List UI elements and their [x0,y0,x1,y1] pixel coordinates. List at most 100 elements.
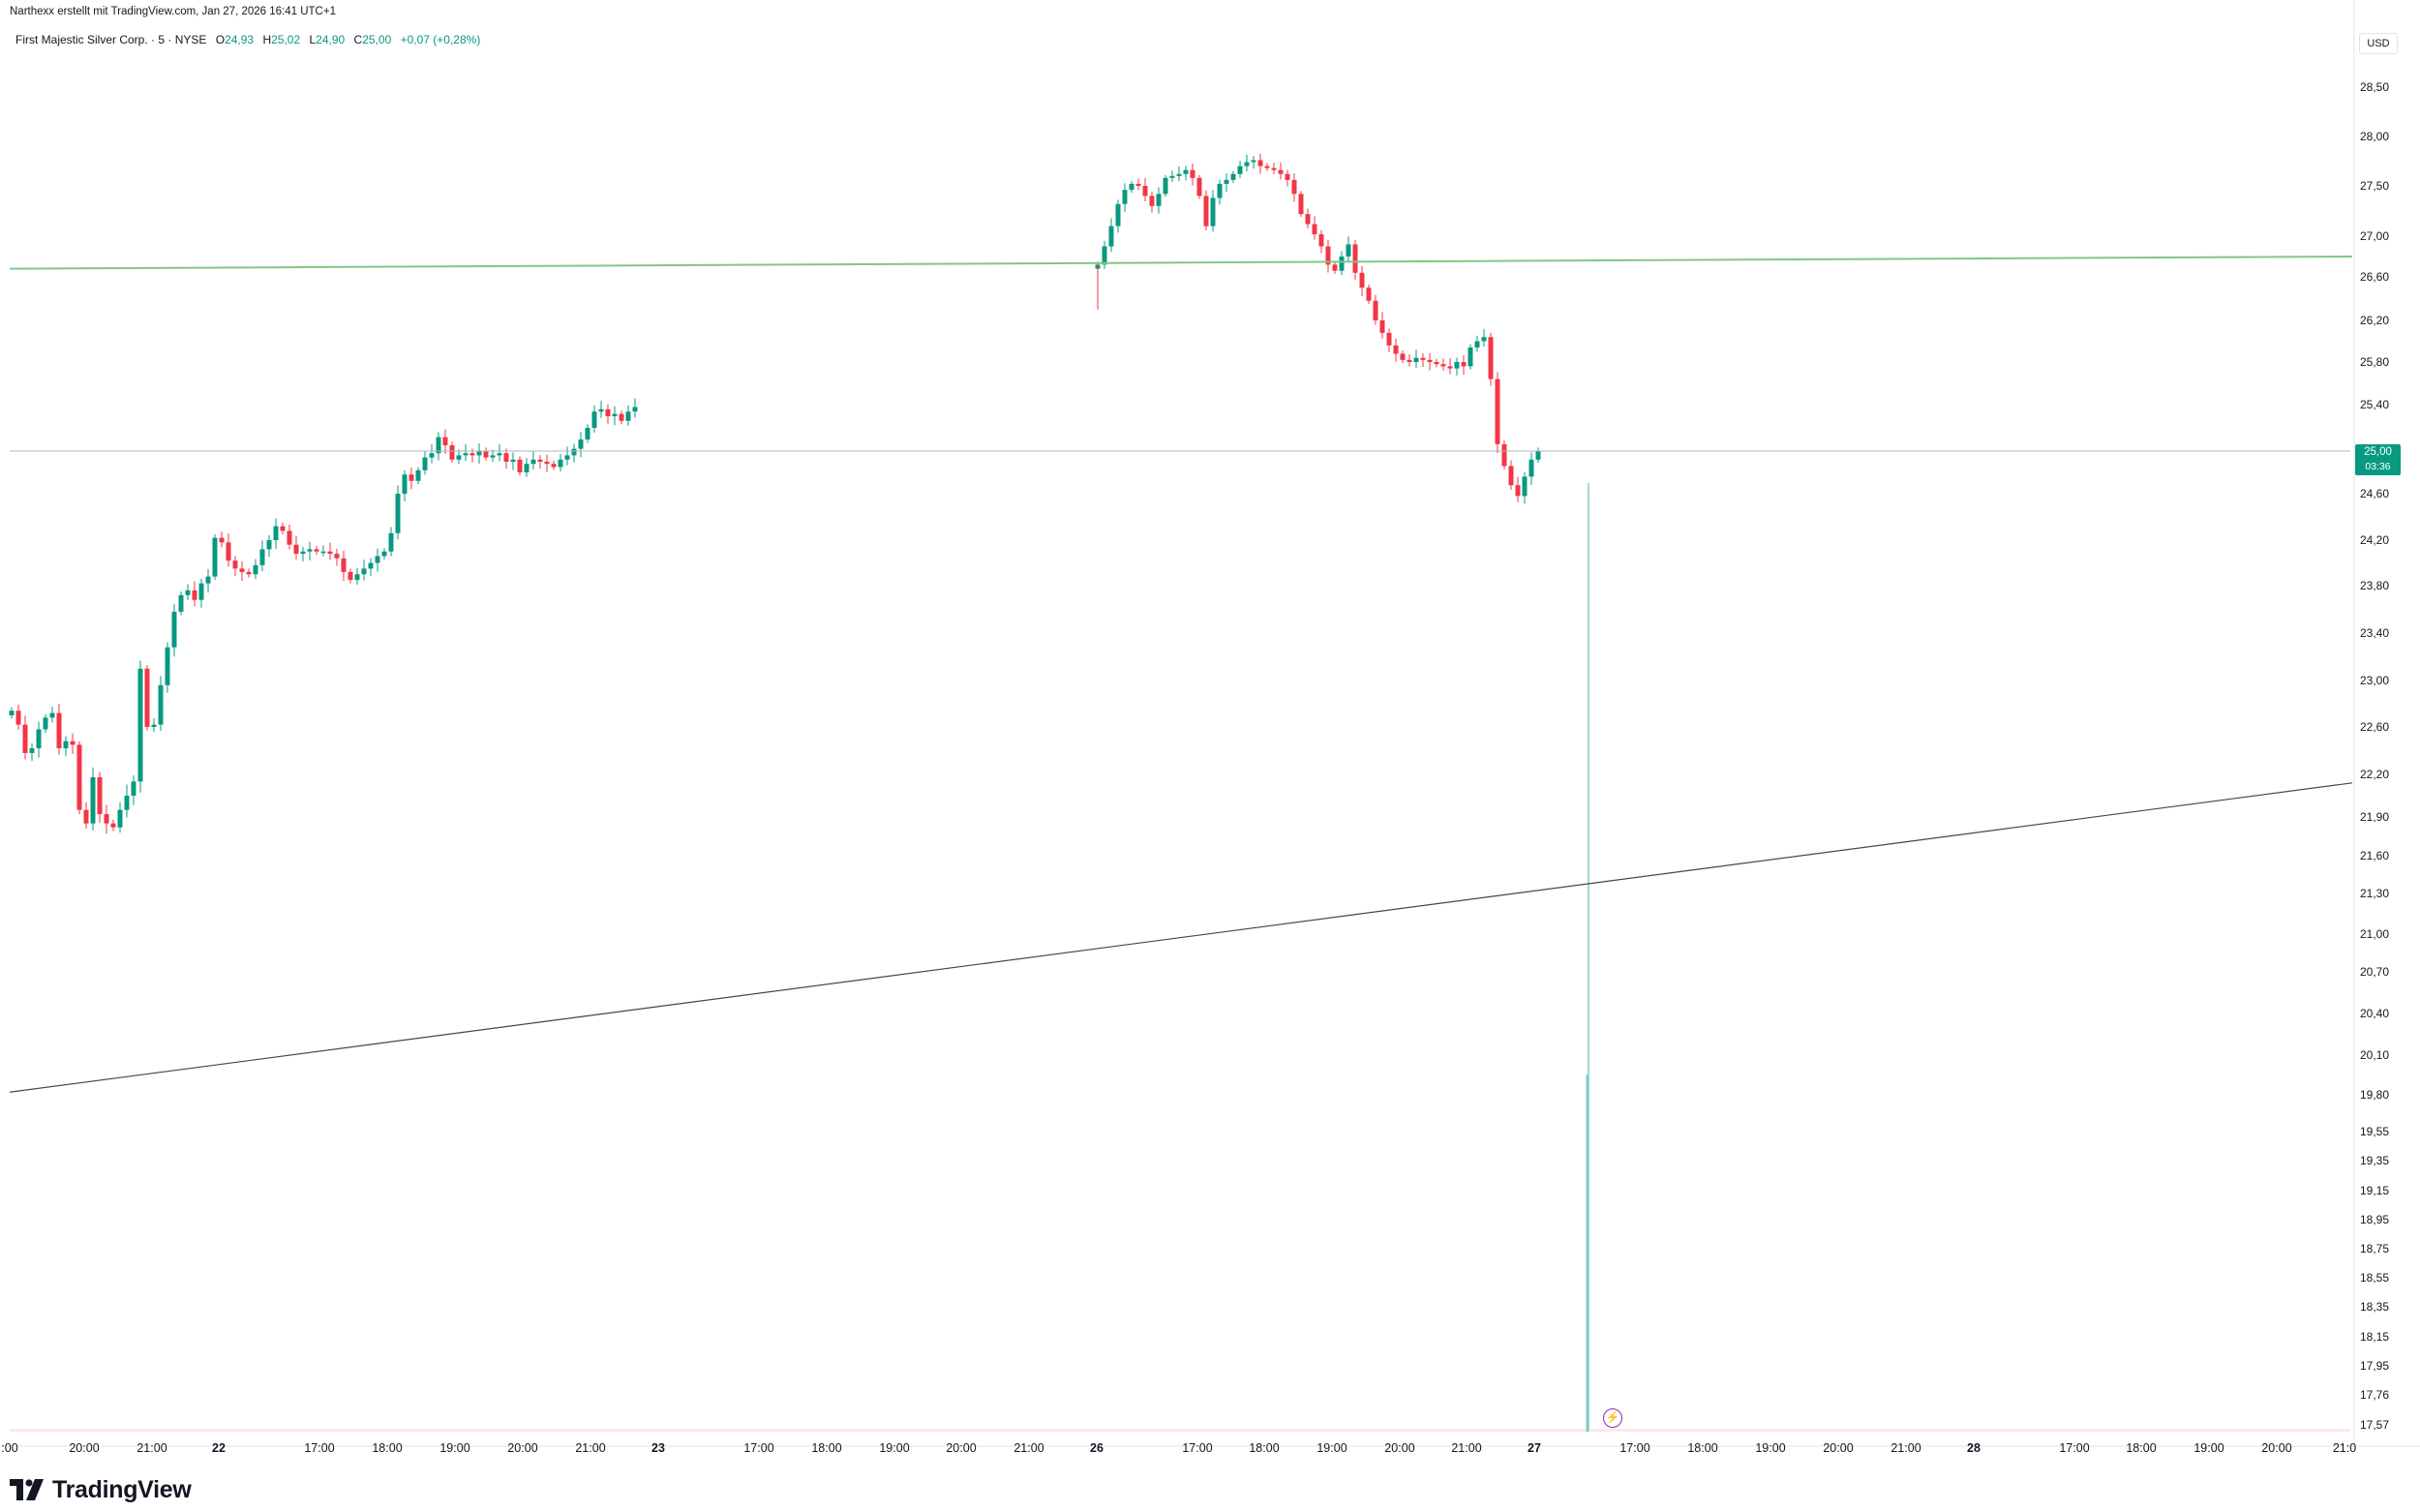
candle-body [1108,226,1114,247]
candle-body [395,494,401,533]
candle [1454,357,1460,376]
time-tick-label: 18:00 [2126,1441,2156,1455]
candle-body [226,542,231,561]
candle-body [9,711,15,715]
candle [205,568,211,593]
candle-body [137,668,143,782]
candle-body [368,562,374,569]
candle [625,405,631,426]
candle [192,581,197,607]
currency-selector[interactable]: USD [2359,33,2398,54]
candle-body [1285,173,1290,180]
candle-body [1447,366,1453,369]
time-tick-label: 21:00 [136,1441,166,1455]
candle-body [1454,362,1460,369]
candle [1332,261,1338,274]
candle [395,485,401,540]
ohlc-open-value: 24,93 [225,33,255,46]
candle-body [300,551,306,555]
price-tick-label: 24,60 [2360,487,2389,500]
candle [1264,163,1270,171]
price-tick-label: 27,50 [2360,179,2389,193]
candle [144,665,150,731]
candle-body [1386,332,1392,346]
candle [544,454,550,472]
candle [253,559,258,580]
price-tick-label: 18,75 [2360,1242,2389,1255]
candle-body [1495,378,1500,444]
candle [22,715,28,760]
candle-body [510,459,516,462]
time-tick-label: 20:00 [507,1441,537,1455]
ohlc-close-value: 25,00 [362,33,392,46]
price-tick-label: 20,10 [2360,1048,2389,1062]
price-tick-label: 18,15 [2360,1330,2389,1344]
candle-body [1291,179,1297,195]
candle [1156,187,1162,214]
price-tick-label: 23,00 [2360,674,2389,687]
candle-body [253,564,258,575]
candle-body [1535,451,1541,460]
candle [585,424,590,443]
chart-credit: Narthexx erstellt mit TradingView.com, J… [10,6,336,17]
candle-body [1298,194,1304,215]
candle-body [97,776,103,815]
candle-body [1169,175,1175,178]
candle-body [280,526,286,531]
candle [1474,335,1480,352]
candle [388,527,394,557]
candle-body [375,556,380,563]
candle [36,721,42,758]
candle-body [293,544,299,555]
candle-body [1318,233,1324,247]
candle-body [341,558,347,572]
candle [1244,154,1250,172]
candle-body [131,781,136,796]
candle-body [544,462,550,465]
lightning-icon[interactable]: ⚡ [1603,1408,1622,1428]
candle [497,444,502,462]
candle-body [625,411,631,421]
candle [49,707,55,723]
candle-body [1352,244,1358,273]
candle-body [578,439,584,449]
candle [530,451,536,470]
ohlc-open-label: O [215,33,226,46]
symbol-title[interactable]: First Majestic Silver Corp. · 5 · NYSE [15,33,207,46]
candle-body [1346,244,1351,257]
candle [1515,476,1521,502]
candle-body [144,668,150,727]
candle [1251,156,1256,169]
price-tick-label: 21,30 [2360,887,2389,900]
candle-body [1230,173,1236,180]
candle [1122,183,1128,212]
candle-body [70,741,76,745]
time-tick-label: 17:00 [1619,1441,1649,1455]
time-tick-label: 19:00 [439,1441,469,1455]
candle-body [1183,169,1189,174]
candle-body [354,574,360,581]
candle [219,531,225,548]
candle-body [1440,364,1446,367]
candle [632,398,638,418]
candle-body [219,537,225,543]
bar-countdown: 03:36 [2365,461,2391,472]
candle [1495,372,1500,453]
candle [1318,229,1324,254]
time-tick-label: 18:00 [1249,1441,1279,1455]
candle [1522,471,1528,504]
candle [314,545,319,556]
time-tick-label: 18:00 [811,1441,841,1455]
candle-body [83,809,89,824]
candle [1271,163,1277,174]
candle [178,591,184,616]
candle-body [212,537,218,577]
candle [280,523,286,534]
price-tick-label: 26,60 [2360,270,2389,284]
candle-body [564,455,570,460]
candle-body [619,413,624,421]
candle [524,458,529,477]
tradingview-logo[interactable]: TradingView [10,1475,192,1504]
ohlc-change-value: +0,07 (+0,28%) [400,33,481,46]
